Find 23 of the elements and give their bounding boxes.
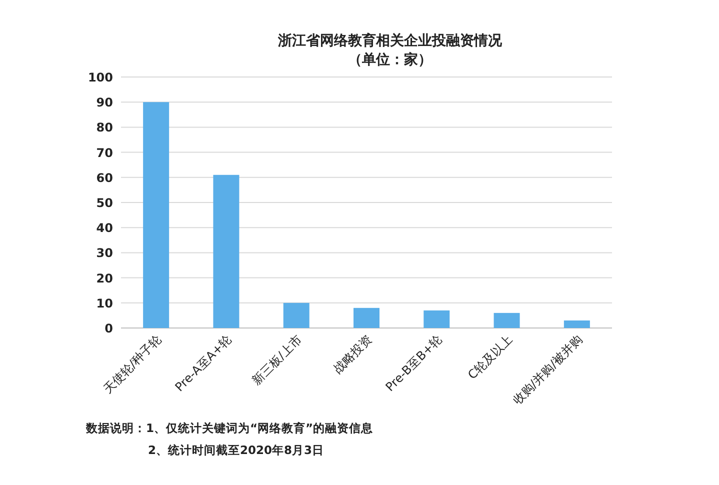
y-tick-label: 100 <box>88 70 113 84</box>
text: 2、统计时间截至2020年8月3日 <box>148 443 324 457</box>
y-tick-label: 10 <box>96 296 113 310</box>
chart-title: 浙江省网络教育相关企业投融资情况 <box>277 32 503 49</box>
x-tick-label: 新三板/上市 <box>249 332 304 388</box>
x-tick-label: 战略投资 <box>330 332 375 376</box>
bar <box>424 310 450 328</box>
y-tick-label: 80 <box>96 120 113 135</box>
chart-subtitle: （单位：家） <box>348 51 432 68</box>
bar <box>564 320 590 328</box>
bar <box>494 312 520 328</box>
bar <box>213 174 240 328</box>
y-tick-label: 20 <box>96 271 113 286</box>
y-tick-label: 30 <box>96 246 113 260</box>
y-tick-label: 70 <box>96 146 113 160</box>
bar <box>354 308 380 328</box>
bar <box>283 302 310 328</box>
y-tick-label: 50 <box>96 196 113 210</box>
bar <box>143 102 170 328</box>
text: 数据说明：1、仅统计关键词为“网络教育”的融资信息 <box>85 421 374 435</box>
y-tick-label: 90 <box>96 96 113 110</box>
y-tick-label: 60 <box>96 170 113 185</box>
y-tick-label: 40 <box>96 221 113 236</box>
